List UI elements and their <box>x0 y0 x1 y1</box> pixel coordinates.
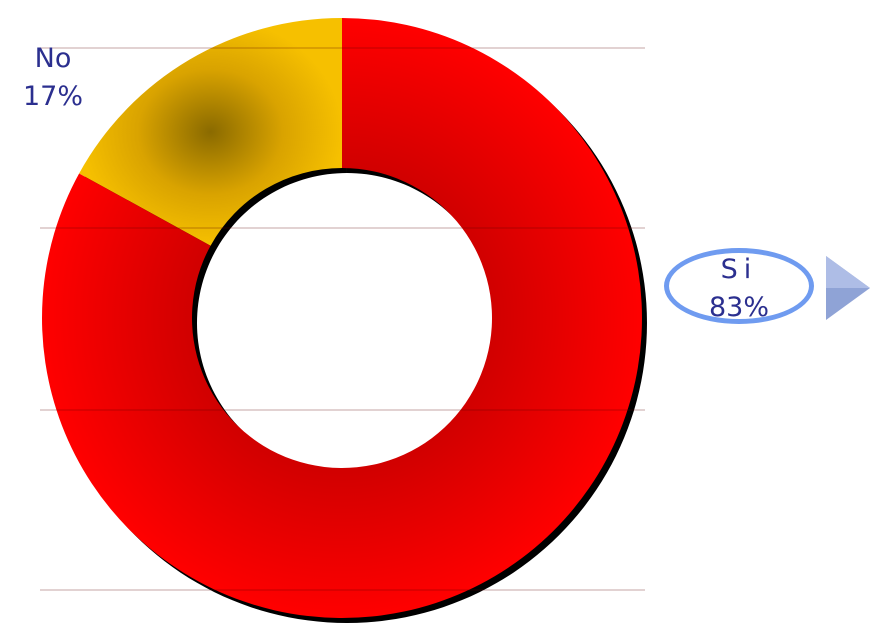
slice-no-percent: 17% <box>22 81 83 112</box>
band-lines <box>40 47 645 591</box>
slice-si-name: Si <box>720 254 758 285</box>
slice-label-si-callout: Si 83% <box>664 248 814 324</box>
slice-si-percent: 83% <box>708 292 769 323</box>
triangle-right-icon <box>826 256 870 320</box>
slice-label-no: No 17% <box>8 40 98 116</box>
slice-layer <box>41 18 642 618</box>
donut-slice-no <box>79 18 343 246</box>
donut-slice-si <box>41 18 642 618</box>
slice-no-name: No <box>34 43 72 74</box>
